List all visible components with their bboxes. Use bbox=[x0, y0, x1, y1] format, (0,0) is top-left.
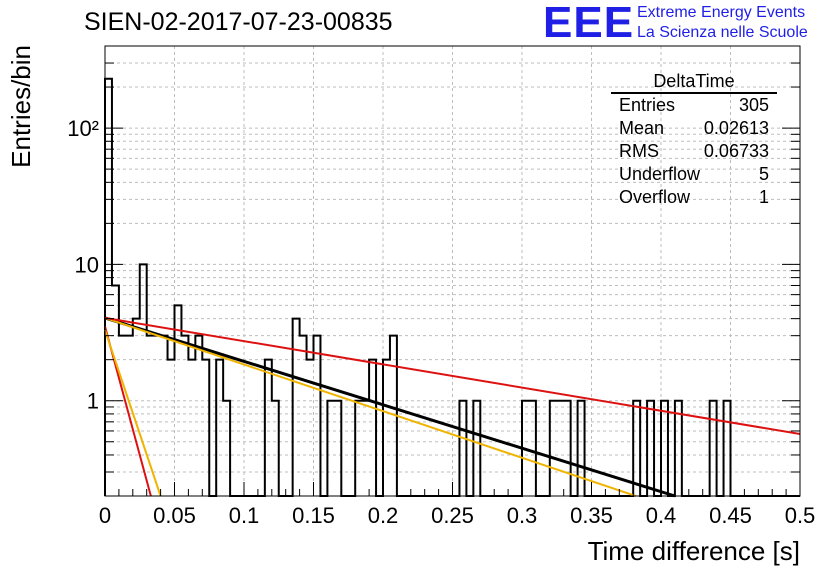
x-tick-label: 0.15 bbox=[292, 503, 335, 528]
stats-row-overflow: Overflow 1 bbox=[611, 186, 777, 209]
x-tick-label: 0.25 bbox=[431, 503, 474, 528]
eee-logo: EEE Extreme Energy Events La Scienza nel… bbox=[543, 0, 833, 47]
axis-ticks bbox=[104, 45, 801, 497]
fit-curves bbox=[104, 316, 801, 498]
logo-line-1: Extreme Energy Events bbox=[637, 4, 806, 21]
fit-curve bbox=[104, 316, 801, 435]
grid-lines bbox=[105, 45, 800, 497]
stats-label: RMS bbox=[619, 141, 659, 161]
stats-title: DeltaTime bbox=[611, 70, 777, 94]
x-tick-label: 0.45 bbox=[709, 503, 752, 528]
stats-label: Underflow bbox=[619, 164, 701, 184]
stats-row-entries: Entries 305 bbox=[611, 94, 777, 117]
x-axis-label: Time difference [s] bbox=[588, 536, 800, 566]
x-tick-label: 0.5 bbox=[785, 503, 816, 528]
stats-box: DeltaTime Entries 305 Mean 0.02613 RMS 0… bbox=[611, 70, 777, 209]
y-tick-label: 10 bbox=[75, 252, 99, 277]
eee-logo-letters: EEE bbox=[543, 0, 635, 47]
fit-curve bbox=[104, 316, 676, 498]
stats-label: Overflow bbox=[619, 187, 691, 207]
stats-row-underflow: Underflow 5 bbox=[611, 163, 777, 186]
x-tick-label: 0 bbox=[99, 503, 111, 528]
y-tick-labels: 1 10 10² bbox=[67, 116, 99, 414]
fit-curve bbox=[104, 329, 162, 497]
x-tick-label: 0.3 bbox=[507, 503, 538, 528]
stats-value: 305 bbox=[738, 95, 769, 115]
y-axis-label: Entries/bin bbox=[6, 45, 36, 168]
y-tick-label: 10² bbox=[67, 116, 99, 141]
x-tick-label: 0.35 bbox=[570, 503, 613, 528]
stats-label: Mean bbox=[619, 118, 665, 138]
x-tick-label: 0.2 bbox=[368, 503, 399, 528]
y-tick-label: 1 bbox=[87, 389, 99, 414]
stats-value: 0.02613 bbox=[703, 118, 769, 138]
chart-title: SIEN-02-2017-07-23-00835 bbox=[84, 8, 393, 36]
x-tick-labels: 0 0.05 0.1 0.15 0.2 0.25 0.3 0.35 0.4 0.45 0.5 bbox=[99, 503, 815, 528]
stats-row-mean: Mean 0.02613 bbox=[611, 117, 777, 140]
stats-value: 0.06733 bbox=[703, 141, 769, 161]
x-tick-label: 0.1 bbox=[229, 503, 260, 528]
x-tick-label: 0.05 bbox=[153, 503, 196, 528]
stats-value: 5 bbox=[758, 164, 769, 184]
x-tick-label: 0.4 bbox=[646, 503, 677, 528]
stats-row-rms: RMS 0.06733 bbox=[611, 140, 777, 163]
logo-line-2: La Scienza nelle Scuole bbox=[637, 24, 808, 41]
stats-value: 1 bbox=[758, 187, 769, 207]
stats-label: Entries bbox=[619, 95, 676, 115]
fit-curve bbox=[104, 316, 637, 497]
